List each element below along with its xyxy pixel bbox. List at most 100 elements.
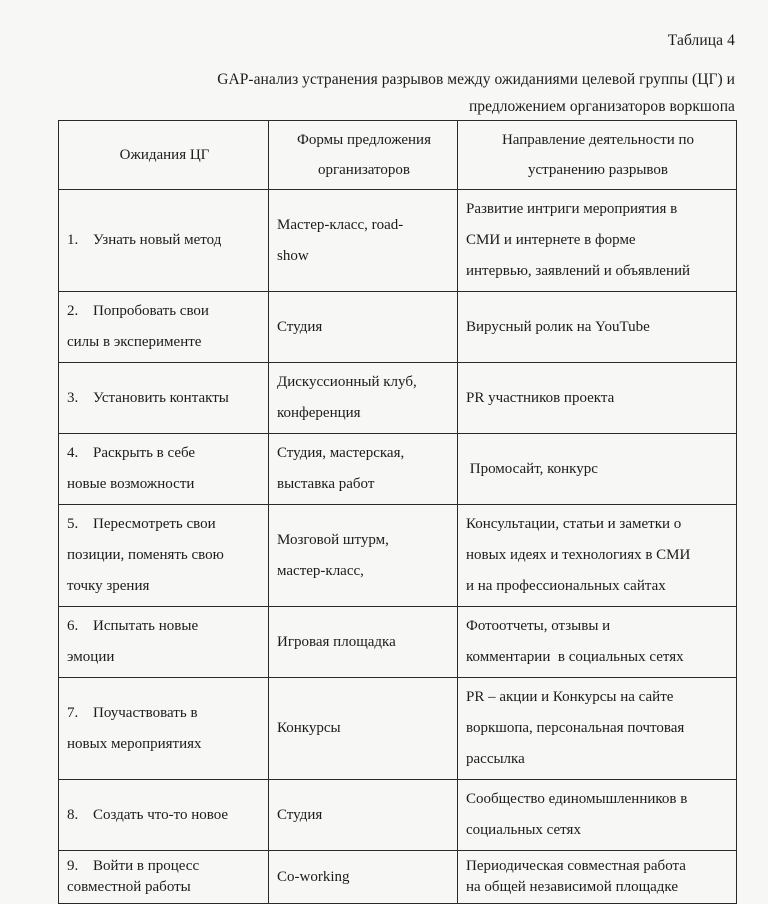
row-2-expectation-line-1: 2. Попробовать свои bbox=[67, 296, 262, 327]
document-title: GAP-анализ устранения разрывов между ожи… bbox=[58, 66, 735, 120]
row-7-direction-cell: PR – акции и Конкурсы на сайте воркшопа,… bbox=[457, 677, 737, 780]
table-row: 7. Поучаствовать в новых мероприятиях Кон… bbox=[58, 677, 737, 780]
row-4-expectation-cell: 4. Раскрыть в себе новые возможности bbox=[58, 433, 269, 505]
row-7-number: 7. bbox=[67, 704, 79, 721]
row-1-expectation-cell: 1. Узнать новый метод bbox=[58, 189, 269, 292]
row-9-expectation-line-1: 9. Войти в процесс bbox=[67, 856, 262, 877]
row-1-offer-line-1: Мастер-класс, road- bbox=[277, 216, 404, 233]
header-expectations-line-1: Ожидания ЦГ bbox=[119, 147, 210, 163]
header-offer-line-2: организаторов bbox=[318, 162, 410, 178]
table-row: 6. Испытать новые эмоции Игровая площадка… bbox=[58, 606, 737, 678]
row-6-offer-cell: Игровая площадка bbox=[268, 606, 458, 678]
row-8-direction-line-1: Сообщество единомышленников в bbox=[466, 791, 688, 807]
row-5-offer-line-2: мастер-класс, bbox=[277, 562, 364, 579]
row-2-offer-line-1: Студия bbox=[277, 318, 323, 335]
row-8-expectation-text-1: Создать что-то новое bbox=[93, 806, 229, 823]
gap-analysis-table-wrap: Ожидания ЦГ Формы предложения организато… bbox=[58, 120, 737, 904]
row-4-direction-line-1: Промосайт, конкурс bbox=[466, 460, 598, 477]
row-5-expectation-line-2: позиции, поменять свою bbox=[67, 547, 224, 563]
caption-block: Таблица 4 GAP-анализ устранения разрывов… bbox=[0, 0, 768, 120]
row-4-number: 4. bbox=[67, 445, 79, 461]
row-7-direction-line-1: PR – акции и Конкурсы на сайте bbox=[466, 689, 674, 705]
row-8-expectation-line-1: 8. Создать что-то новое bbox=[67, 800, 262, 831]
row-2-expectation-line-2: силы в эксперименте bbox=[67, 334, 202, 350]
row-2-number: 2. bbox=[67, 303, 79, 319]
row-7-expectation-line-2: новых мероприятиях bbox=[67, 735, 202, 752]
row-9-direction-line-2: на общей независимой площадке bbox=[466, 879, 678, 895]
row-1-direction-line-3: интервью, заявлений и объявлений bbox=[466, 263, 691, 279]
row-7-direction-line-2: воркшопа, персональная почтовая bbox=[466, 720, 685, 736]
table-row: 5. Пересмотреть свои позиции, поменять св… bbox=[58, 504, 737, 607]
row-9-expectation-cell: 9. Войти в процесс совместной работы bbox=[58, 850, 269, 904]
row-6-expectation-text-1: Испытать новые bbox=[93, 618, 199, 634]
table-row: 9. Войти в процесс совместной работы Co-w… bbox=[58, 850, 737, 904]
row-3-offer-line-2: конференция bbox=[277, 405, 361, 421]
row-3-offer-cell: Дискуссионный клуб, конференция bbox=[268, 362, 458, 434]
row-4-offer-line-1: Студия, мастерская, bbox=[277, 445, 405, 461]
table-row: 1. Узнать новый метод Мастер-класс, road-… bbox=[58, 189, 737, 292]
row-3-expectation-cell: 3. Установить контакты bbox=[58, 362, 269, 434]
row-1-number: 1. bbox=[67, 232, 79, 248]
title-line-1: GAP-анализ устранения разрывов между ожи… bbox=[217, 70, 735, 88]
row-9-direction-line-1: Периодическая совместная работа bbox=[466, 858, 686, 874]
row-3-direction-cell: PR участников проекта bbox=[457, 362, 737, 434]
row-9-expectation-line-2: совместной работы bbox=[67, 879, 191, 895]
row-5-expectation-line-1: 5. Пересмотреть свои bbox=[67, 509, 262, 540]
row-5-number: 5. bbox=[67, 516, 79, 532]
row-8-direction-line-2: социальных сетях bbox=[466, 822, 581, 838]
row-3-expectation-line-1: 3. Установить контакты bbox=[67, 383, 262, 414]
row-2-expectation-cell: 2. Попробовать свои силы в эксперименте bbox=[58, 291, 269, 363]
row-9-offer-line-1: Co-working bbox=[277, 868, 350, 885]
row-5-offer-cell: Мозговой штурм, мастер-класс, bbox=[268, 504, 458, 607]
header-cell-direction: Направление деятельности по устранению р… bbox=[457, 120, 737, 190]
row-7-expectation-text-1: Поучаствовать в bbox=[93, 704, 198, 721]
row-4-expectation-line-2: новые возможности bbox=[67, 476, 195, 492]
row-3-expectation-text-1: Установить контакты bbox=[93, 389, 229, 406]
row-3-offer-line-1: Дискуссионный клуб, bbox=[277, 374, 417, 390]
row-8-number: 8. bbox=[67, 806, 79, 823]
header-direction-line-2: устранению разрывов bbox=[528, 162, 668, 178]
row-8-offer-cell: Студия bbox=[268, 779, 458, 851]
gap-analysis-table: Ожидания ЦГ Формы предложения организато… bbox=[58, 120, 737, 904]
row-7-expectation-cell: 7. Поучаствовать в новых мероприятиях bbox=[58, 677, 269, 780]
row-6-direction-line-2: комментарии в социальных сетях bbox=[466, 649, 684, 665]
row-5-offer-line-1: Мозговой штурм, bbox=[277, 531, 389, 548]
row-3-direction-line-1: PR участников проекта bbox=[466, 389, 615, 406]
row-9-number: 9. bbox=[67, 858, 79, 874]
row-1-direction-line-1: Развитие интриги мероприятия в bbox=[466, 201, 678, 217]
row-8-direction-cell: Сообщество единомышленников в социальных… bbox=[457, 779, 737, 851]
title-line-2: предложением организаторов воркшопа bbox=[468, 97, 735, 115]
row-1-direction-cell: Развитие интриги мероприятия в СМИ и инт… bbox=[457, 189, 737, 292]
row-1-expectation-text-1: Узнать новый метод bbox=[93, 232, 222, 248]
row-5-direction-line-3: и на профессиональных сайтах bbox=[466, 578, 666, 594]
header-cell-offer-forms: Формы предложения организаторов bbox=[268, 120, 458, 190]
row-6-direction-line-1: Фотоотчеты, отзывы и bbox=[466, 618, 611, 634]
row-5-direction-line-2: новых идеях и технологиях в СМИ bbox=[466, 547, 691, 563]
row-2-direction-line-1: Вирусный ролик на YouTube bbox=[466, 318, 650, 335]
row-4-expectation-text-1: Раскрыть в себе bbox=[93, 445, 196, 461]
row-7-offer-cell: Конкурсы bbox=[268, 677, 458, 780]
row-1-expectation-line-1: 1. Узнать новый метод bbox=[67, 225, 262, 256]
row-4-offer-line-2: выставка работ bbox=[277, 476, 375, 492]
row-6-expectation-line-2: эмоции bbox=[67, 649, 115, 665]
row-5-direction-line-1: Консультации, статьи и заметки о bbox=[466, 516, 682, 532]
row-8-expectation-cell: 8. Создать что-то новое bbox=[58, 779, 269, 851]
table-row: 8. Создать что-то новое Студия Сообщество… bbox=[58, 779, 737, 851]
row-1-offer-cell: Мастер-класс, road- show bbox=[268, 189, 458, 292]
row-7-expectation-line-1: 7. Поучаствовать в bbox=[67, 698, 262, 729]
row-5-expectation-cell: 5. Пересмотреть свои позиции, поменять св… bbox=[58, 504, 269, 607]
table-row: 2. Попробовать свои силы в эксперименте С… bbox=[58, 291, 737, 363]
row-7-direction-line-3: рассылка bbox=[466, 751, 525, 767]
row-5-expectation-line-3: точку зрения bbox=[67, 578, 150, 594]
header-direction-line-1: Направление деятельности по bbox=[501, 132, 695, 148]
row-5-direction-cell: Консультации, статьи и заметки о новых и… bbox=[457, 504, 737, 607]
row-2-offer-cell: Студия bbox=[268, 291, 458, 363]
table-row: 4. Раскрыть в себе новые возможности Студ… bbox=[58, 433, 737, 505]
row-2-direction-cell: Вирусный ролик на YouTube bbox=[457, 291, 737, 363]
row-4-expectation-line-1: 4. Раскрыть в себе bbox=[67, 438, 262, 469]
row-4-offer-cell: Студия, мастерская, выставка работ bbox=[268, 433, 458, 505]
row-1-direction-line-2: СМИ и интернете в форме bbox=[466, 232, 636, 248]
row-3-number: 3. bbox=[67, 389, 79, 406]
row-7-offer-line-1: Конкурсы bbox=[277, 720, 341, 736]
